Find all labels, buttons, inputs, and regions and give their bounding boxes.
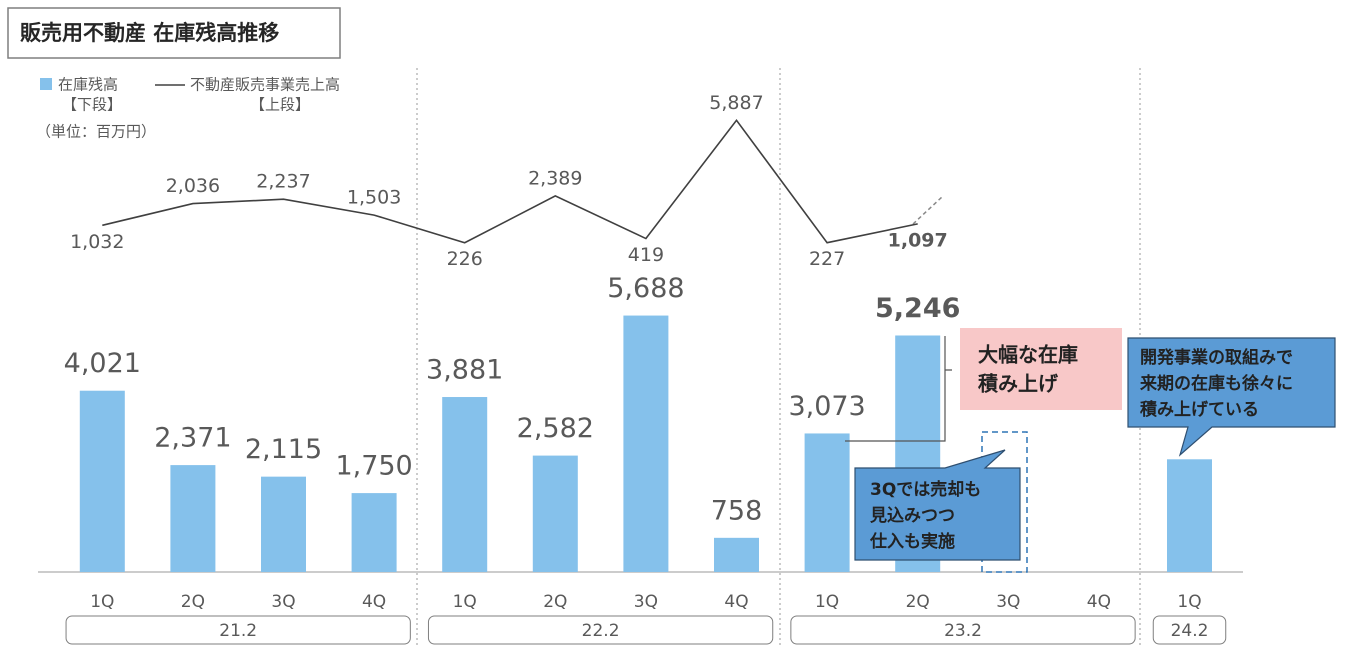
unit-note: （単位：百万円） — [36, 123, 156, 141]
bar-value-label: 2,115 — [245, 434, 322, 465]
x-tick-label: 2Q — [906, 592, 930, 612]
x-tick-label: 1Q — [90, 592, 114, 612]
x-tick-label: 3Q — [996, 592, 1020, 612]
bar-value-label: 5,246 — [875, 293, 960, 324]
bar — [532, 455, 578, 572]
bar-value-label: 2,582 — [517, 413, 594, 444]
x-tick-label: 1Q — [815, 592, 839, 612]
bracket — [845, 336, 952, 442]
annotation-text: 見込みつつ — [869, 506, 955, 526]
line-value-label: 226 — [447, 248, 483, 270]
group-box — [790, 615, 1136, 645]
bar-value-label: 5,688 — [607, 273, 684, 304]
x-tick-label: 2Q — [543, 592, 567, 612]
x-tick-label: 4Q — [1087, 592, 1111, 612]
x-tick-label: 3Q — [634, 592, 658, 612]
chart-title: 販売用不動産 在庫残高推移 — [20, 21, 279, 45]
bar — [170, 465, 216, 572]
x-tick-label: 3Q — [271, 592, 295, 612]
legend-note: 【上段】 — [250, 96, 310, 114]
x-tick-label: 4Q — [362, 592, 386, 612]
bar — [79, 390, 125, 572]
group-label: 24.2 — [1171, 621, 1209, 641]
line-value-label: 2,389 — [528, 167, 582, 189]
x-tick-label: 1Q — [1177, 592, 1201, 612]
group-box — [1152, 615, 1227, 645]
line-value-label: 2,036 — [166, 175, 220, 197]
x-tick-label: 4Q — [724, 592, 748, 612]
x-tick-label: 2Q — [181, 592, 205, 612]
bar-value-label: 4,021 — [64, 348, 141, 379]
annotation-text: 大幅な在庫 — [978, 343, 1078, 367]
title-box — [7, 7, 341, 59]
legend-label: 不動産販売事業売上高 — [190, 76, 340, 94]
callout — [854, 449, 1021, 561]
bar-value-label: 3,881 — [426, 355, 503, 386]
annotation-text: 仕入も実施 — [869, 531, 955, 552]
line-value-label: 1,503 — [347, 187, 401, 209]
group-label: 22.2 — [582, 621, 620, 641]
annotation-box — [960, 328, 1122, 410]
line-value-label: 2,237 — [256, 171, 310, 193]
bar — [1167, 459, 1212, 572]
bar-value-label: 1,750 — [335, 451, 412, 482]
line-value-label: 227 — [809, 248, 845, 270]
annotation-text: 来期の在庫も徐々に — [1139, 373, 1293, 394]
legend-note: 【下段】 — [62, 96, 122, 114]
legend-label: 在庫残高 — [58, 76, 118, 94]
bar — [261, 476, 306, 572]
bar — [804, 433, 850, 572]
annotation-text: 開発事業の取組みで — [1140, 347, 1293, 368]
callout — [1127, 337, 1336, 457]
line-value-label: 5,887 — [709, 92, 763, 114]
line — [102, 118, 918, 244]
group-box — [427, 615, 774, 645]
line-value-label: 419 — [628, 244, 664, 266]
bar-value-label: 2,371 — [154, 423, 231, 454]
annotation-text: 積み上げ — [978, 372, 1059, 396]
annotation-text: 3Qでは売却も — [870, 479, 981, 500]
annotation-text: 積み上げている — [1140, 399, 1259, 420]
bar — [351, 493, 397, 572]
line-value-label: 1,032 — [70, 231, 124, 253]
forecast-dash — [912, 195, 944, 225]
line-value-label: 1,097 — [888, 229, 948, 251]
bar — [714, 537, 759, 572]
group-label: 23.2 — [944, 621, 982, 641]
legend-swatch — [40, 78, 52, 90]
group-box — [65, 615, 411, 645]
bar-value-label: 3,073 — [788, 391, 865, 422]
group-label: 21.2 — [219, 621, 257, 641]
bar — [623, 315, 669, 572]
bar-value-label: 758 — [711, 495, 763, 526]
x-tick-label: 1Q — [453, 592, 477, 612]
dividers — [416, 68, 1141, 645]
bar — [442, 397, 488, 572]
